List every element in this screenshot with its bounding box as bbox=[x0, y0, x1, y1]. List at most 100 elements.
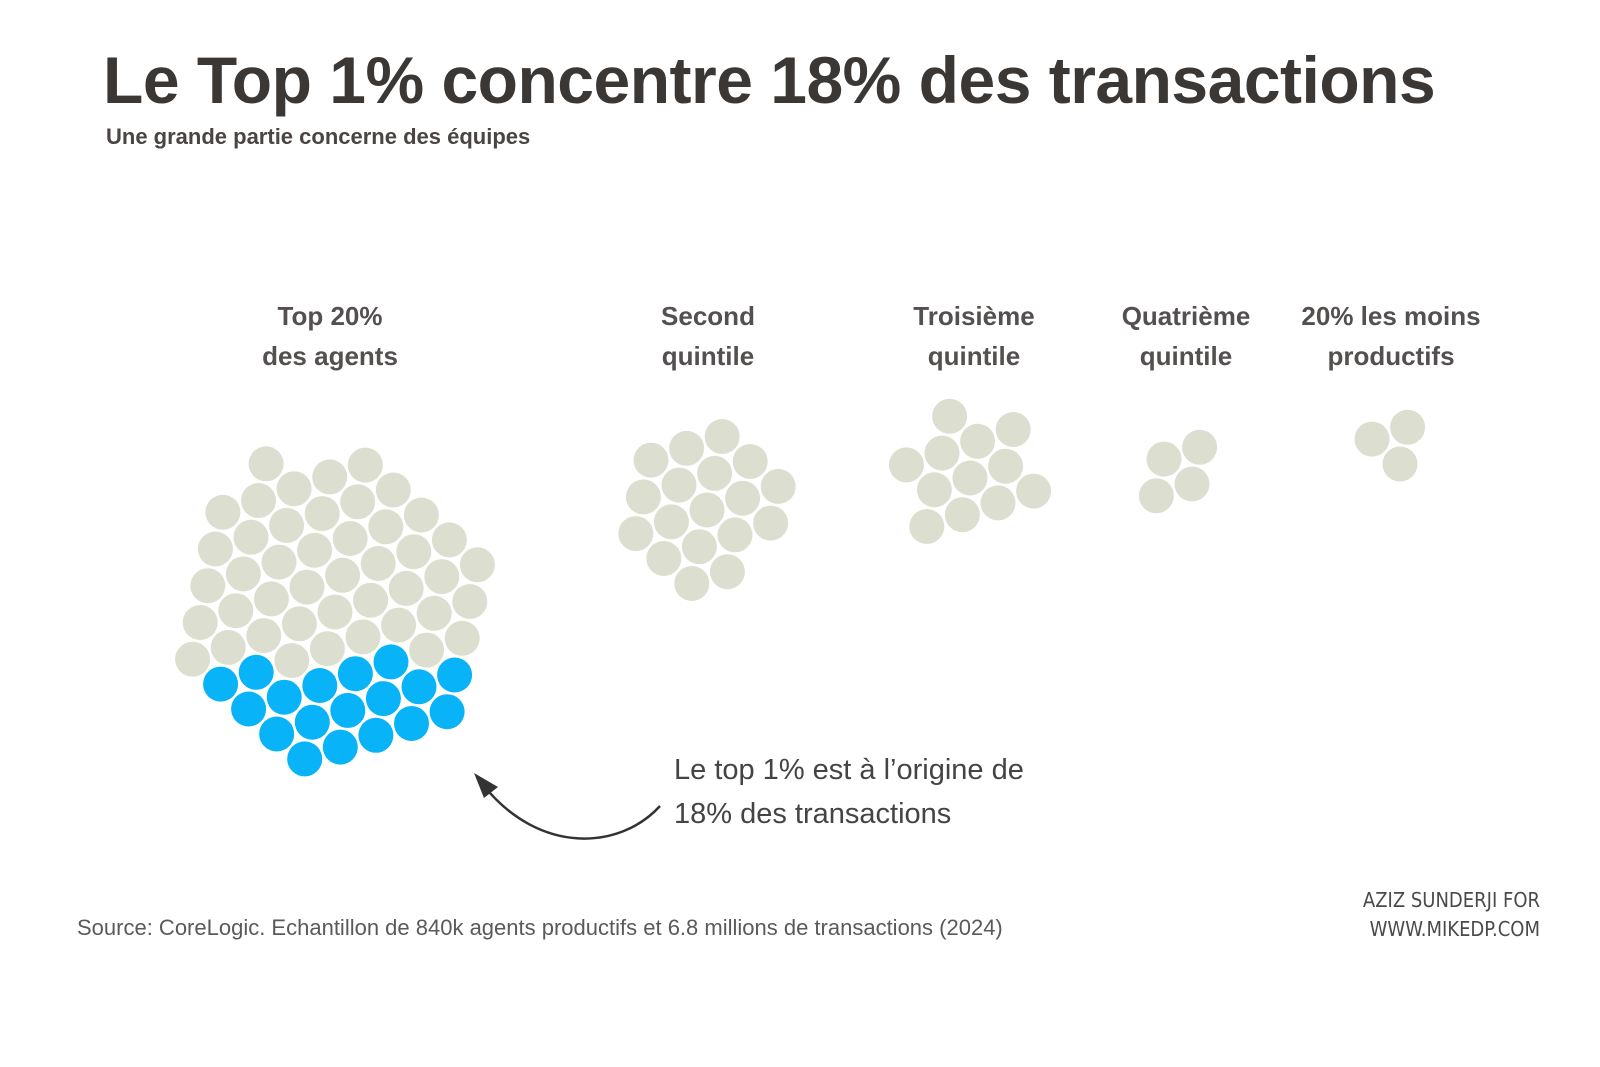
transaction-dot bbox=[661, 467, 697, 503]
top-1-percent-dot bbox=[238, 654, 274, 690]
group-label-line: Second bbox=[661, 301, 755, 331]
transaction-dot bbox=[375, 472, 411, 508]
top-1-percent-dot bbox=[322, 729, 358, 765]
transaction-dot bbox=[1138, 478, 1174, 514]
top-1-percent-dot bbox=[401, 669, 437, 705]
annotation-arrow bbox=[483, 785, 661, 840]
transaction-dot bbox=[689, 492, 725, 528]
top-1-percent-dot bbox=[437, 657, 473, 693]
transaction-dot bbox=[732, 444, 768, 479]
top-1-percent-dot bbox=[330, 692, 366, 728]
transaction-dot bbox=[218, 593, 254, 629]
annotation-line: 18% des transactions bbox=[674, 798, 952, 830]
transaction-dot bbox=[347, 447, 383, 483]
top-1-percent-dot bbox=[365, 681, 401, 717]
transaction-dot bbox=[197, 531, 233, 567]
group-label-line: Top 20% bbox=[277, 301, 383, 331]
transaction-dot bbox=[246, 618, 282, 654]
transaction-dot bbox=[753, 505, 789, 541]
transaction-dot bbox=[241, 483, 276, 518]
top-1-percent-dot bbox=[302, 668, 338, 703]
transaction-dot bbox=[1390, 409, 1426, 445]
transaction-dot bbox=[304, 496, 340, 532]
transaction-dot bbox=[1174, 466, 1210, 502]
transaction-dot bbox=[353, 582, 389, 618]
transaction-dot bbox=[988, 448, 1024, 484]
transaction-dot bbox=[297, 532, 333, 568]
top-1-percent-dot bbox=[429, 694, 465, 730]
transaction-dot bbox=[960, 423, 996, 459]
transaction-dot bbox=[175, 641, 211, 677]
transaction-dot bbox=[269, 507, 305, 543]
top-1-percent-dot bbox=[287, 741, 323, 777]
chart-title: Le Top 1% concentre 18% des transactions bbox=[103, 43, 1436, 117]
top-1-percent-dot bbox=[373, 644, 409, 680]
transaction-dot bbox=[381, 607, 417, 643]
transaction-dot bbox=[360, 546, 396, 581]
transaction-dot bbox=[210, 629, 246, 665]
transaction-dot bbox=[924, 435, 960, 471]
dot-layer bbox=[175, 398, 1426, 777]
transaction-dot bbox=[646, 541, 682, 576]
transaction-dot bbox=[909, 509, 945, 544]
transaction-dot bbox=[932, 398, 968, 434]
top-1-percent-dot bbox=[294, 704, 330, 740]
transaction-dot bbox=[225, 556, 261, 592]
transaction-dot bbox=[368, 509, 404, 545]
group-label-line: 20% les moins bbox=[1301, 301, 1481, 331]
transaction-dot bbox=[388, 570, 424, 606]
transaction-dot bbox=[669, 430, 705, 466]
transaction-dot bbox=[760, 468, 796, 504]
transaction-dot bbox=[403, 497, 439, 533]
transaction-dot bbox=[261, 544, 297, 580]
transaction-dot bbox=[1146, 441, 1182, 477]
transaction-dot bbox=[952, 460, 988, 496]
annotation-arrowhead bbox=[474, 773, 498, 798]
transaction-dot bbox=[312, 459, 348, 495]
transaction-dot bbox=[309, 631, 345, 667]
transaction-dot bbox=[1382, 446, 1418, 482]
transaction-dot bbox=[233, 519, 269, 555]
group-label-line: quintile bbox=[661, 341, 755, 371]
transaction-dot bbox=[944, 497, 980, 533]
transaction-dot bbox=[182, 605, 218, 640]
transaction-dot bbox=[459, 547, 495, 583]
transaction-dot bbox=[717, 517, 753, 553]
transaction-dot bbox=[452, 584, 488, 619]
transaction-dot bbox=[205, 494, 241, 530]
top-1-percent-dot bbox=[231, 691, 267, 727]
top-1-percent-dot bbox=[203, 666, 239, 702]
transaction-dot bbox=[618, 516, 654, 552]
top-1-percent-dot bbox=[358, 717, 394, 753]
transaction-dot bbox=[325, 557, 361, 593]
transaction-dot bbox=[416, 595, 452, 631]
transaction-dot bbox=[888, 447, 924, 483]
transaction-dot bbox=[681, 529, 717, 565]
transaction-dot bbox=[674, 566, 710, 601]
transaction-dot bbox=[1016, 473, 1052, 509]
group-label-line: des agents bbox=[262, 341, 398, 371]
group-label-line: quintile bbox=[927, 341, 1021, 371]
transaction-dot bbox=[625, 479, 661, 515]
transaction-dot bbox=[276, 471, 312, 507]
transaction-dot bbox=[697, 455, 733, 491]
transaction-dot bbox=[409, 632, 445, 668]
top-1-percent-dot bbox=[337, 656, 373, 692]
transaction-dot bbox=[704, 419, 740, 454]
transaction-dot bbox=[653, 504, 689, 540]
transaction-dot bbox=[995, 412, 1031, 447]
group-label-fourth-quintile: Quatrième quintile bbox=[1122, 296, 1251, 376]
transaction-dot bbox=[444, 620, 480, 656]
source-note: Source: CoreLogic. Echantillon de 840k a… bbox=[77, 915, 1003, 940]
credit-label: AZIZ SUNDERJI FOR WWW.MIKEDP.COM bbox=[1363, 886, 1540, 944]
transaction-dot bbox=[253, 581, 289, 617]
transaction-dot bbox=[1182, 429, 1218, 465]
group-label-line: quintile bbox=[1139, 341, 1233, 371]
credit-line: AZIZ SUNDERJI FOR bbox=[1362, 888, 1540, 912]
transaction-dot bbox=[431, 522, 467, 558]
transaction-dot bbox=[980, 485, 1016, 521]
group-label-line: productifs bbox=[1327, 341, 1455, 371]
transaction-dot bbox=[332, 521, 368, 556]
group-label-third-quintile: Troisième quintile bbox=[913, 296, 1034, 376]
